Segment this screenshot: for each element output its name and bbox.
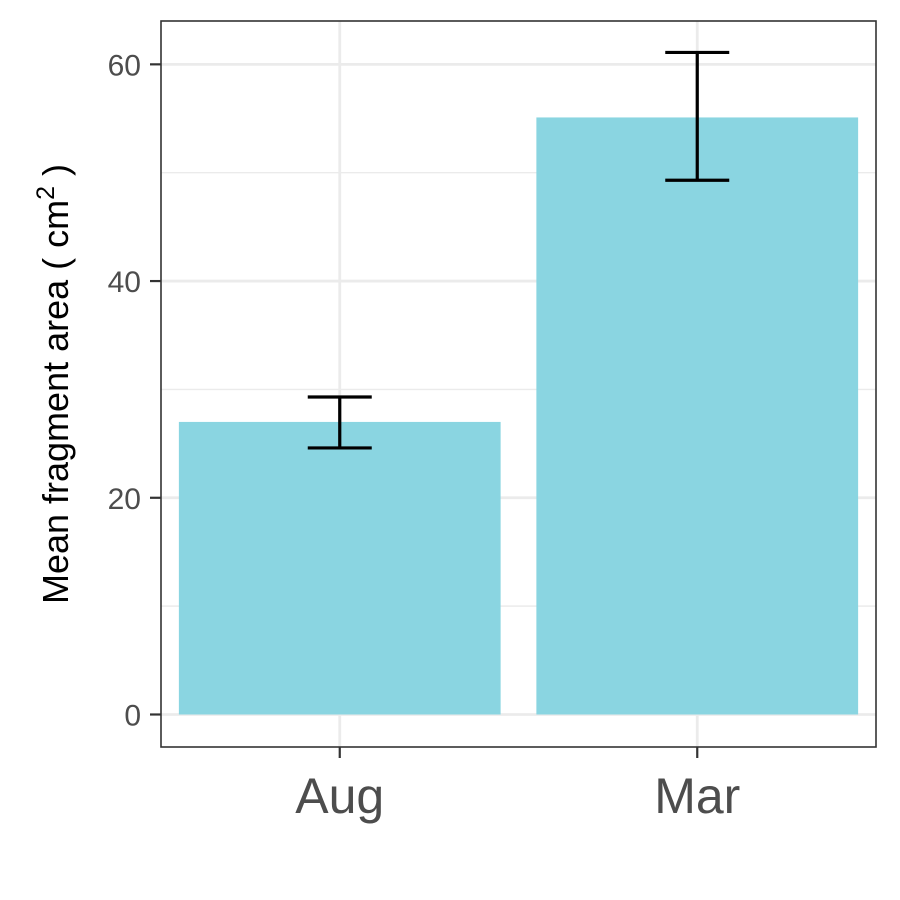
bar-aug xyxy=(178,421,501,715)
y-axis: 0 20 40 60 xyxy=(108,49,161,732)
y-tick-label: 60 xyxy=(108,49,141,82)
bar-mar xyxy=(536,117,859,715)
panel-border xyxy=(160,20,877,748)
y-tick-label: 40 xyxy=(108,266,141,299)
error-bar-mar xyxy=(665,50,730,182)
y-axis-title: Mean fragment area ( cm2 ) xyxy=(32,164,76,604)
error-bars xyxy=(307,50,730,450)
y-tick-label: 0 xyxy=(124,699,141,732)
x-tick-label-aug: Aug xyxy=(295,768,384,824)
x-axis: Aug Mar xyxy=(295,747,740,824)
x-tick-label-mar: Mar xyxy=(654,768,740,824)
y-axis-title-superscript: 2 xyxy=(32,186,60,200)
y-axis-title-main: Mean fragment area ( cm xyxy=(35,200,76,604)
error-bar-aug xyxy=(307,395,372,450)
bars xyxy=(178,117,859,715)
y-tick-label: 20 xyxy=(108,483,141,516)
y-axis-title-end: ) xyxy=(35,164,76,186)
